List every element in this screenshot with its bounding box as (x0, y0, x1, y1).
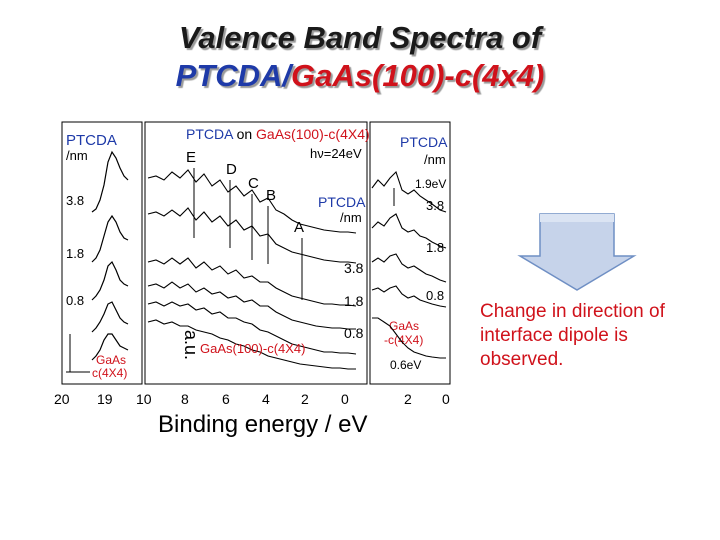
middle-xtick-0: 0 (341, 391, 349, 407)
right-substrate-2: -c(4X4) (384, 333, 423, 347)
left-substrate-1: GaAs (96, 353, 126, 367)
right-thickness-3: 1.8 (426, 240, 444, 255)
right-spectrum-4 (371, 285, 447, 308)
middle-label-unit: /nm (340, 210, 362, 225)
right-spectrum-3 (371, 253, 447, 283)
peak-label-d: D (226, 161, 237, 178)
middle-spectrum-3 (147, 257, 357, 307)
middle-header-on: on (233, 126, 256, 142)
middle-xtick-10: 10 (136, 391, 152, 407)
left-xtick-2: 19 (97, 391, 113, 407)
peak-label-a: A (294, 219, 304, 236)
slide-title-line1: Valence Band Spectra of (178, 20, 542, 55)
right-spectrum-substrate (372, 317, 446, 359)
right-panel: PTCDA /nm 1.9eV 3.8 1.8 0.8 GaAs -c(4X4)… (369, 121, 451, 407)
left-spectrum-2 (91, 214, 129, 263)
left-substrate-2: c(4X4) (92, 366, 127, 380)
left-label-unit: /nm (66, 148, 88, 163)
middle-thickness-2: 1.8 (344, 293, 364, 309)
right-substrate-1: GaAs (389, 319, 419, 333)
left-thickness-1: 3.8 (66, 193, 84, 208)
middle-header: PTCDA on GaAs(100)-c(4X4) (186, 126, 370, 142)
left-thickness-2: 1.8 (66, 246, 84, 261)
middle-xtick-8: 8 (181, 391, 189, 407)
x-axis-label: Binding energy / eV (158, 411, 367, 438)
middle-xtick-4: 4 (262, 391, 270, 407)
title-ptcda: PTCDA (175, 58, 283, 93)
middle-header-substrate: GaAs(100)-c(4X4) (256, 126, 370, 142)
peak-label-b: B (266, 187, 276, 204)
middle-panel: PTCDA on GaAs(100)-c(4X4) hν=24eV E D C … (136, 121, 370, 438)
peak-label-c: C (248, 175, 259, 192)
right-xtick-2: 2 (404, 391, 412, 407)
conclusion-note: Change in direction of interface dipole … (480, 301, 665, 370)
middle-spectrum-4 (147, 281, 356, 330)
title-gaas: GaAs(100)-c(4x4) (291, 58, 545, 93)
peak-label-e: E (186, 149, 196, 166)
left-spectrum-1 (91, 150, 129, 213)
right-spectrum-2 (371, 213, 447, 249)
left-spectrum-substrate (91, 333, 129, 361)
right-label-ptcda: PTCDA (400, 134, 448, 150)
down-arrow-icon (517, 213, 637, 291)
right-thickness-4: 0.8 (426, 288, 444, 303)
right-spectrum-1 (371, 170, 447, 213)
middle-spectrum-2 (147, 207, 357, 264)
y-axis-label-fragment: a.u. (181, 330, 201, 360)
left-label-ptcda: PTCDA (66, 132, 117, 149)
right-xtick-0: 0 (442, 391, 450, 407)
left-xtick-1: 20 (54, 391, 70, 407)
middle-label-ptcda: PTCDA (318, 194, 366, 210)
middle-spectrum-1 (147, 169, 357, 234)
middle-header-ptcda: PTCDA (186, 126, 234, 142)
slide-title-line2: PTCDA/GaAs(100)-c(4x4) (0, 58, 720, 94)
title-separator: / (282, 58, 292, 93)
left-spectrum-3 (91, 260, 129, 301)
photon-energy: hν=24eV (310, 146, 362, 161)
middle-spectrum-5 (147, 301, 357, 355)
right-substrate-value: 0.6eV (390, 358, 421, 372)
left-panel: PTCDA /nm 3.8 1.8 0.8 GaAs c(4X4) 20 19 (54, 121, 143, 407)
left-thickness-3: 0.8 (66, 293, 84, 308)
right-label-unit: /nm (424, 152, 446, 167)
middle-thickness-3: 0.8 (344, 325, 364, 341)
left-spectrum-4 (91, 301, 129, 333)
middle-xtick-2: 2 (301, 391, 309, 407)
middle-substrate-label: GaAs(100)-c(4X4) (200, 341, 305, 356)
middle-xtick-6: 6 (222, 391, 230, 407)
right-thickness-1: 1.9eV (415, 177, 446, 191)
middle-thickness-1: 3.8 (344, 260, 364, 276)
middle-spectrum-substrate (147, 319, 356, 370)
